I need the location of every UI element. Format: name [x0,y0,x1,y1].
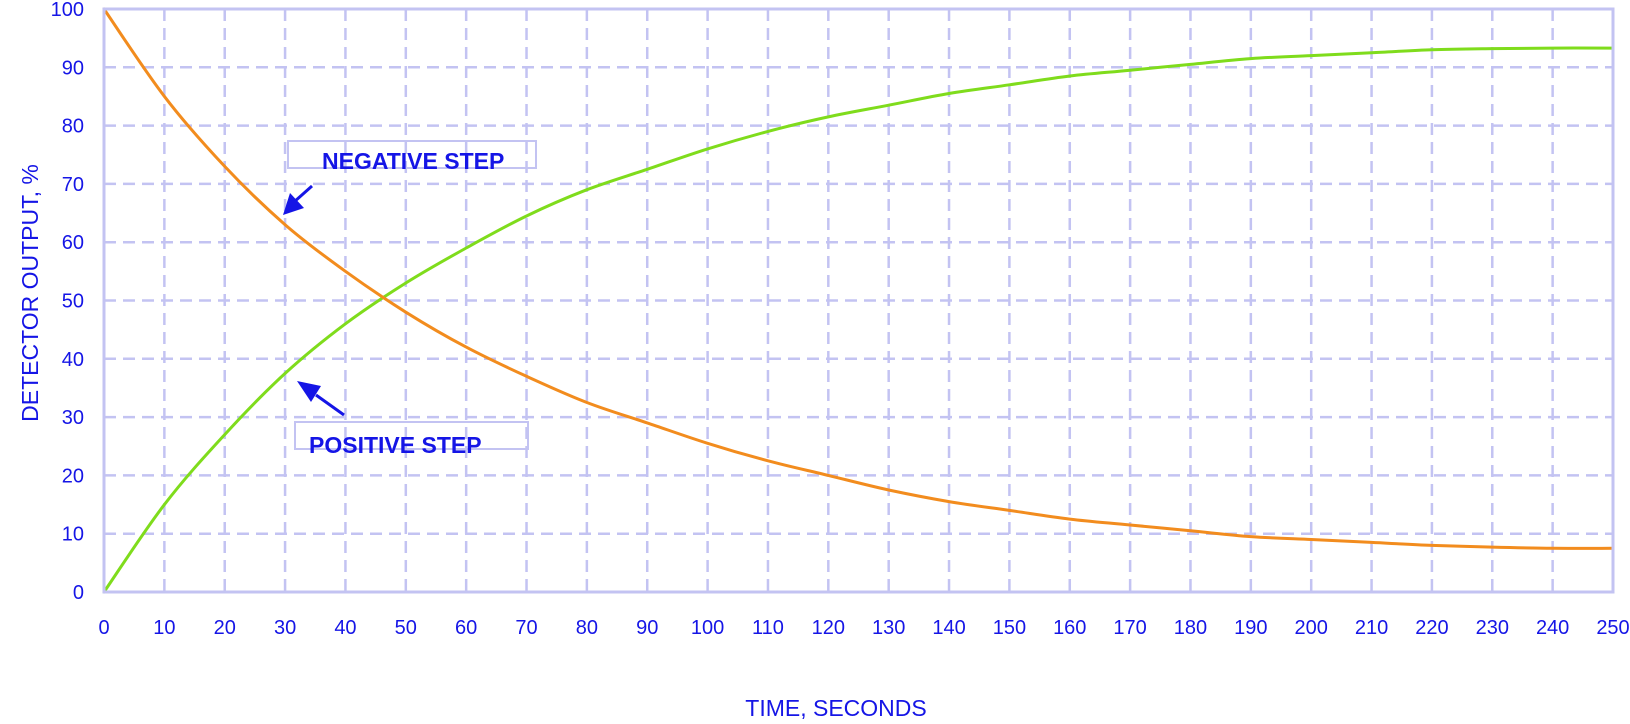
y-tick-label: 0 [73,582,84,604]
x-tick-label: 70 [515,617,537,639]
x-tick-label: 210 [1355,617,1388,639]
x-tick-label: 140 [932,617,965,639]
plot-border [102,7,1615,594]
series-layer [102,7,1615,594]
x-tick-label: 130 [872,617,905,639]
x-tick-label: 200 [1295,617,1328,639]
x-tick-label: 180 [1174,617,1207,639]
annotation-negative-step-label: NEGATIVE STEP [322,148,504,174]
y-axis-title: DETECTOR OUTPUT, % [17,164,43,422]
x-tick-label: 10 [153,617,175,639]
x-axis-title: TIME, SECONDS [745,695,926,721]
annotation-negative-step: NEGATIVE STEP [283,140,537,215]
x-tick-label: 30 [274,617,296,639]
annotation-positive-step: POSITIVE STEP [294,381,529,458]
y-tick-label: 90 [62,57,84,79]
y-tick-label: 50 [62,291,84,313]
x-tick-label: 90 [636,617,658,639]
x-tick-label: 240 [1536,617,1569,639]
plot-frame [102,7,1615,594]
y-tick-label: 30 [62,407,84,429]
x-tick-label: 60 [455,617,477,639]
y-tick-label: 10 [62,524,84,546]
x-tick-label: 80 [576,617,598,639]
y-tick-label: 40 [62,349,84,371]
x-tick-label: 0 [98,617,109,639]
y-tick-label: 80 [62,116,84,138]
annotation-positive-step-label: POSITIVE STEP [309,432,482,458]
y-tick-label: 100 [51,0,84,21]
x-tick-label: 250 [1596,617,1629,639]
annotation-negative-step-arrow-shaft [293,184,313,204]
annotation-negative-step-arrowhead [283,193,304,215]
annotation-positive-step-box [294,421,529,450]
y-tick-label: 20 [62,465,84,487]
tick-labels: 0 10 20 30 40 50 60 70 80 90 100 110 120 130 140 150 160… [51,0,1630,639]
x-tick-label: 220 [1415,617,1448,639]
x-tick-label: 110 [752,617,784,639]
x-tick-label: 20 [214,617,236,639]
x-tick-label: 150 [993,617,1026,639]
series-line-negative-step [102,7,1615,550]
x-tick-label: 50 [395,617,417,639]
y-tick-label: 60 [62,232,84,254]
annotation-positive-step-arrowhead [297,381,321,402]
grid [104,9,1613,592]
x-tick-label: 40 [334,617,356,639]
x-tick-label: 170 [1113,617,1146,639]
x-tick-label: 160 [1053,617,1086,639]
y-tick-label: 70 [62,174,84,196]
x-tick-label: 190 [1234,617,1267,639]
series-line-positive-step [102,46,1615,594]
x-tick-label: 120 [812,617,845,639]
annotations: NEGATIVE STEP POSITIVE STEP [283,140,537,458]
annotation-negative-step-box [287,140,537,169]
x-tick-label: 230 [1476,617,1509,639]
x-tick-label: 100 [691,617,724,639]
annotation-positive-step-arrow-shaft [315,393,345,417]
